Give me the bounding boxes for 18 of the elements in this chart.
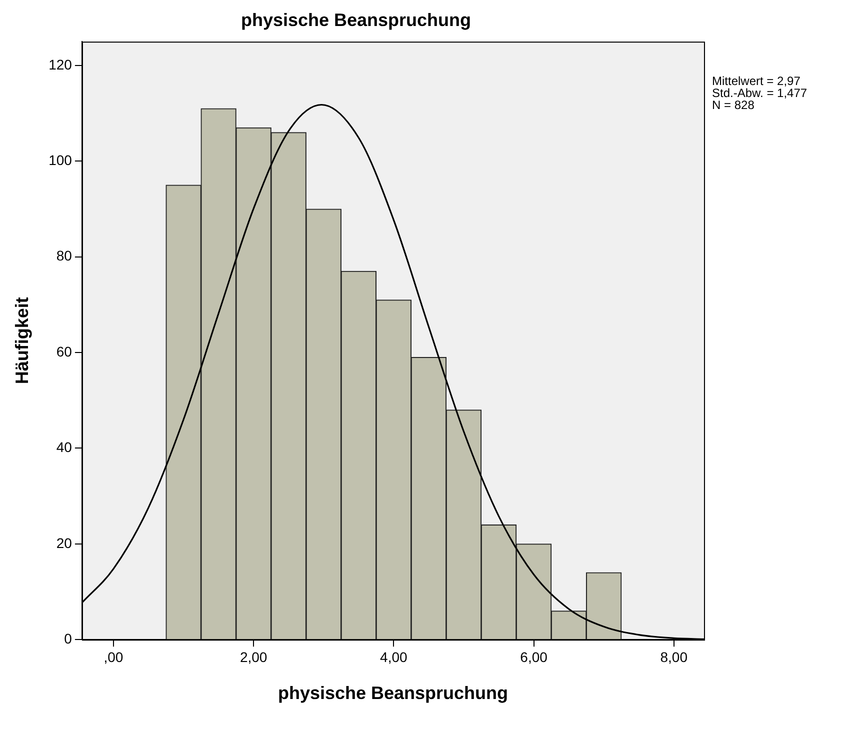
y-tick-label: 0 (64, 630, 72, 646)
y-tick-label: 40 (56, 439, 72, 456)
y-tick-label: 60 (56, 343, 72, 360)
x-axis-title: physische Beanspruchung (278, 683, 508, 704)
y-tick-label: 100 (48, 152, 72, 168)
text: Mittelwert = 2,97 (712, 74, 801, 88)
y-tick-label: 20 (56, 534, 72, 551)
text: Std.-Abw. = 1,477 (712, 86, 808, 100)
y-tick-label: 120 (48, 56, 72, 72)
x-tick-label: 4,00 (380, 648, 408, 665)
x-tick-label: ,00 (104, 648, 124, 665)
y-tick-label: 80 (56, 248, 72, 264)
x-tick-label: 8,00 (660, 648, 688, 665)
y-axis-title: Häufigkeit (12, 297, 32, 384)
text: N = 828 (712, 98, 755, 112)
x-tick-label: 6,00 (520, 648, 548, 665)
chart-title: physische Beanspruchung (240, 10, 472, 30)
x-tick-label: 2,00 (240, 648, 268, 665)
